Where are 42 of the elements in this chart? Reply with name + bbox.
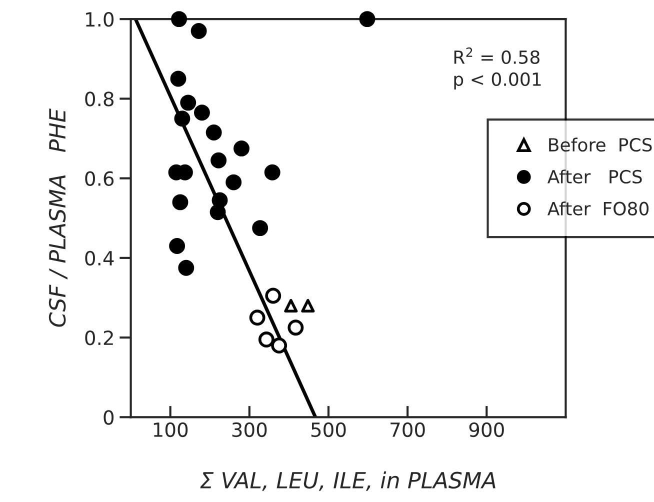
y-tick-label: 0: [104, 410, 114, 425]
point: [226, 174, 242, 190]
point: [252, 220, 268, 236]
legend-label: After FO80: [547, 201, 649, 216]
point: [210, 152, 227, 168]
point: [234, 140, 250, 156]
point: [271, 338, 288, 354]
x-tick-label: 900: [469, 422, 504, 438]
point: [258, 332, 274, 348]
point: [284, 298, 298, 312]
point: [169, 238, 186, 254]
x-tick-label: 300: [232, 422, 267, 438]
point: [264, 164, 280, 180]
x-axis-title: Σ VAL, LEU, ILE, in PLASMA: [200, 471, 496, 491]
point: [174, 110, 190, 127]
annotation: R$^{2}$ = 0.58: [454, 47, 540, 64]
point: [180, 94, 196, 111]
point: [171, 11, 188, 28]
x-tick-label: 100: [154, 422, 188, 438]
y-tick-label: 0.2: [85, 330, 113, 346]
point: [210, 204, 226, 220]
point: [206, 124, 222, 141]
point: [359, 11, 376, 28]
legend-label: Before PCS: [549, 138, 652, 152]
point: [288, 320, 304, 336]
point: [190, 23, 207, 39]
point: [170, 70, 186, 87]
y-axis-title: CSF / PLASMA PHE: [48, 108, 68, 327]
x-tick-label: 500: [311, 422, 346, 438]
y-tick-label: 0.6: [85, 171, 114, 186]
legend-label: After PCS: [547, 170, 642, 184]
x-tick-label: 700: [390, 422, 425, 438]
y-tick-label: 0.8: [85, 92, 114, 106]
y-tick-label: 0.4: [85, 250, 114, 266]
annotation: p < 0.001: [454, 72, 541, 90]
y-tick-label: 1.0: [86, 12, 114, 27]
point: [301, 298, 315, 312]
point: [265, 288, 282, 304]
point: [194, 104, 210, 121]
point: [249, 310, 266, 326]
point: [172, 194, 188, 210]
point: [178, 260, 194, 276]
